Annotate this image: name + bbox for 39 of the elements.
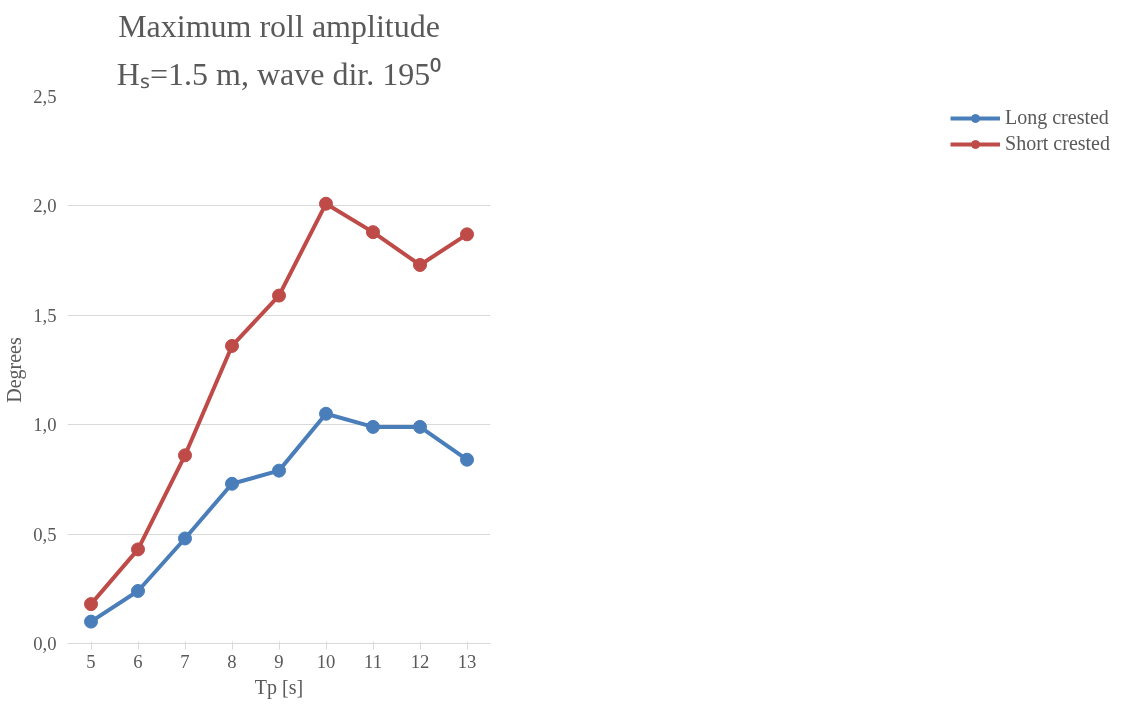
point: [178, 531, 192, 546]
point: [413, 257, 427, 272]
x-tick-label: 10: [316, 650, 336, 672]
x-tick-label: 11: [364, 650, 382, 672]
x-tick-label: 6: [133, 650, 143, 672]
x-tick-label: 9: [274, 650, 284, 672]
x-tick-label: 5: [86, 650, 96, 672]
x-tick-label: 7: [180, 650, 190, 672]
x-tick-label: 12: [410, 650, 430, 672]
y-tick-label: 0,5: [33, 523, 57, 545]
point: [319, 196, 333, 211]
x-tick-label: 13: [457, 650, 477, 672]
chart-title: Maximum roll amplitude: [118, 7, 440, 44]
point: [413, 419, 427, 434]
point: [225, 338, 239, 353]
y-tick-label: 0,0: [33, 633, 57, 654]
point: [272, 288, 286, 303]
point: [131, 584, 145, 598]
y-tick-label: 1,0: [33, 414, 57, 436]
y-tick-label: 2,5: [33, 86, 57, 107]
legend-label: Short crested: [1005, 132, 1110, 155]
point: [460, 227, 474, 242]
x-tick-label: 8: [227, 650, 237, 672]
y-axis-title: Degrees: [3, 337, 27, 403]
point: [272, 463, 286, 478]
legend-label: Long crested: [1005, 106, 1109, 129]
point: [225, 476, 239, 491]
y-tick-label: 1,5: [33, 304, 57, 326]
point: [84, 597, 98, 612]
point: [366, 225, 380, 240]
point: [460, 452, 474, 467]
point: [319, 406, 333, 421]
point: [131, 542, 145, 557]
point: [178, 448, 192, 463]
point: [366, 419, 380, 434]
chart-subtitle: Hₛ=1.5 m, wave dir. 195⁰: [116, 55, 442, 92]
x-axis-title: Tp [s]: [254, 675, 304, 699]
point: [84, 614, 98, 629]
y-tick-label: 2,0: [33, 195, 57, 217]
